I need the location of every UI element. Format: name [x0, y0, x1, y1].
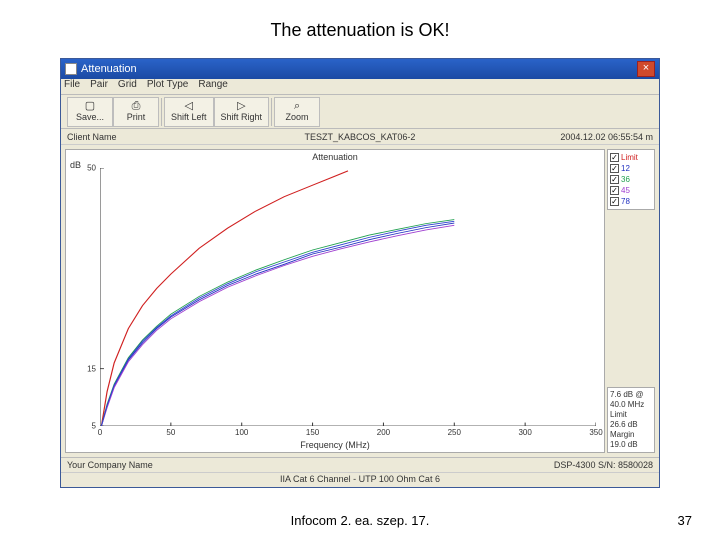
menu-pair[interactable]: Pair: [90, 79, 108, 94]
legend-item: ✓36: [610, 174, 652, 185]
legend-label: 45: [621, 186, 630, 195]
y-tick-label: 15: [72, 364, 96, 373]
app-icon: [65, 63, 77, 75]
x-tick-label: 200: [377, 428, 390, 437]
legend-checkbox[interactable]: ✓: [610, 175, 619, 184]
chart-title: Attenuation: [66, 152, 604, 162]
shift-right-button[interactable]: ▷ Shift Right: [214, 97, 270, 127]
info-row: Client Name TESZT_KABCOS_KAT06-2 2004.12…: [61, 129, 659, 145]
legend-item: ✓Limit: [610, 152, 652, 163]
stats-line: Limit: [610, 410, 652, 420]
legend-label: 36: [621, 175, 630, 184]
stats-line: 40.0 MHz: [610, 400, 652, 410]
slide-footer: Infocom 2. ea. szep. 17.: [291, 513, 430, 528]
chevron-right-icon: ▷: [237, 101, 245, 112]
x-tick-label: 350: [589, 428, 602, 437]
legend-checkbox[interactable]: ✓: [610, 153, 619, 162]
legend-label: 78: [621, 197, 630, 206]
company-name: Your Company Name: [67, 460, 360, 470]
legend-checkbox[interactable]: ✓: [610, 164, 619, 173]
y-tick-label: 50: [72, 164, 96, 173]
legend-item: ✓78: [610, 196, 652, 207]
toolbar-separator: [161, 98, 162, 126]
x-tick-label: 0: [98, 428, 102, 437]
print-button[interactable]: ⎙ Print: [113, 97, 159, 127]
y-tick-label: 5: [72, 422, 96, 431]
close-button[interactable]: ×: [637, 61, 655, 77]
save-icon: ▢: [85, 101, 95, 112]
stats-line: 26.6 dB: [610, 420, 652, 430]
zoom-button[interactable]: ⌕ Zoom: [274, 97, 320, 127]
slide-page-number: 37: [678, 513, 692, 528]
stats-line: Margin: [610, 430, 652, 440]
x-tick-label: 150: [306, 428, 319, 437]
zoom-icon: ⌕: [294, 101, 300, 112]
print-icon: ⎙: [132, 101, 141, 112]
x-tick-label: 50: [166, 428, 175, 437]
toolbar: ▢ Save... ⎙ Print ◁ Shift Left ▷ Shift R…: [61, 95, 659, 129]
client-name: Client Name: [67, 132, 262, 142]
menu-plottype[interactable]: Plot Type: [147, 79, 189, 94]
menu-range[interactable]: Range: [198, 79, 227, 94]
shift-left-label: Shift Left: [171, 112, 207, 122]
toolbar-separator: [271, 98, 272, 126]
stats-line: 7.6 dB @: [610, 390, 652, 400]
save-button[interactable]: ▢ Save...: [67, 97, 113, 127]
legend-box: ✓Limit✓12✓36✓45✓78: [607, 149, 655, 210]
legend-item: ✓45: [610, 185, 652, 196]
x-axis-label: Frequency (MHz): [66, 440, 604, 450]
shift-left-button[interactable]: ◁ Shift Left: [164, 97, 214, 127]
x-tick-label: 300: [518, 428, 531, 437]
side-column: ✓Limit✓12✓36✓45✓78 7.6 dB @ 40.0 MHz Lim…: [607, 149, 655, 453]
save-label: Save...: [76, 112, 104, 122]
status-bar-2: IIA Cat 6 Channel - UTP 100 Ohm Cat 6: [61, 472, 659, 487]
menu-file[interactable]: File: [64, 79, 80, 94]
chart-plot: [100, 168, 596, 426]
x-ticks: 050100150200250300350: [100, 428, 596, 440]
slide-title: The attenuation is OK!: [0, 20, 720, 41]
y-ticks: 55015: [72, 168, 98, 426]
stats-line: 19.0 dB: [610, 440, 652, 450]
stats-box: 7.6 dB @ 40.0 MHz Limit 26.6 dB Margin 1…: [607, 387, 655, 453]
status-bar-1: Your Company Name DSP-4300 S/N: 8580028: [61, 457, 659, 472]
zoom-label: Zoom: [286, 112, 309, 122]
window-title: Attenuation: [81, 63, 137, 75]
chart-body: Attenuation dB Frequency (MHz) 55015 050…: [61, 145, 659, 457]
legend-item: ✓12: [610, 163, 652, 174]
device-serial: DSP-4300 S/N: 8580028: [360, 460, 653, 470]
x-tick-label: 250: [448, 428, 461, 437]
shift-right-label: Shift Right: [221, 112, 263, 122]
window-titlebar[interactable]: Attenuation ×: [61, 59, 659, 79]
legend-checkbox[interactable]: ✓: [610, 197, 619, 206]
chevron-left-icon: ◁: [185, 101, 193, 112]
timestamp: 2004.12.02 06:55:54 m: [458, 132, 653, 142]
x-tick-label: 100: [235, 428, 248, 437]
app-window: Attenuation × File Pair Grid Plot Type R…: [60, 58, 660, 488]
legend-checkbox[interactable]: ✓: [610, 186, 619, 195]
chart-svg: [100, 168, 596, 426]
menubar: File Pair Grid Plot Type Range: [61, 79, 659, 95]
chart-pane: Attenuation dB Frequency (MHz) 55015 050…: [65, 149, 605, 453]
device-name: TESZT_KABCOS_KAT06-2: [262, 132, 457, 142]
menu-grid[interactable]: Grid: [118, 79, 137, 94]
legend-label: Limit: [621, 153, 638, 162]
legend-label: 12: [621, 164, 630, 173]
print-label: Print: [127, 112, 146, 122]
